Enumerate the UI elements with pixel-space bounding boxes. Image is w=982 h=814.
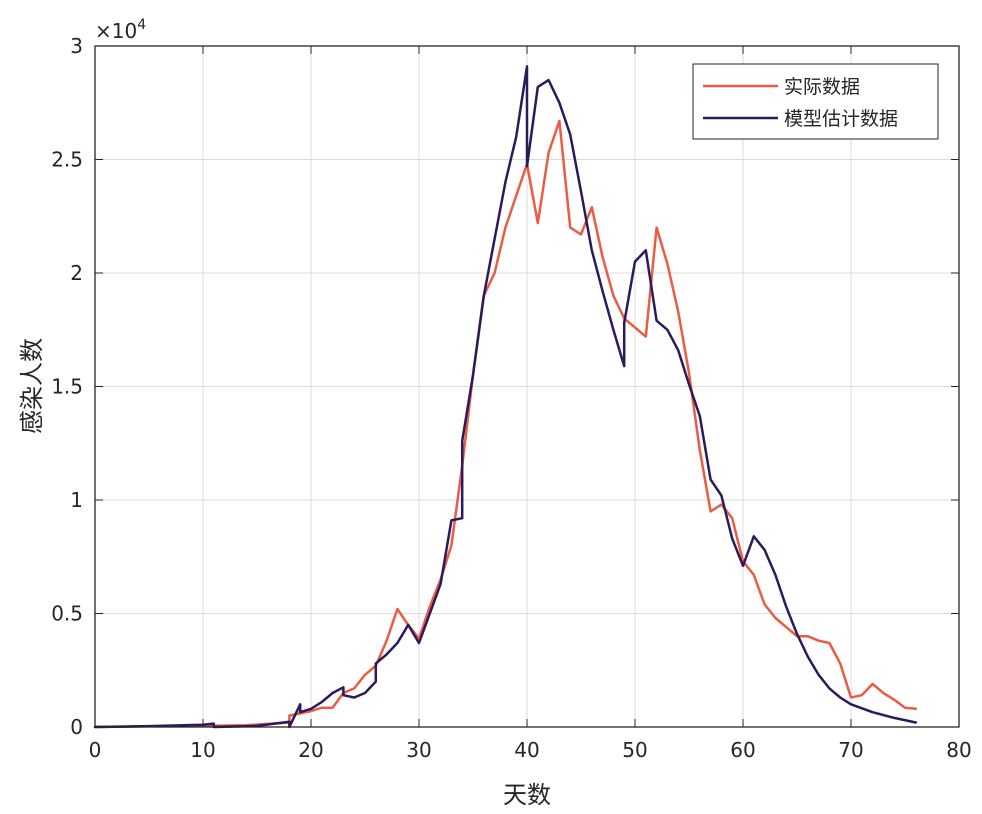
y-axis-title: 感染人数 <box>18 338 46 434</box>
x-tick-label: 70 <box>838 738 863 762</box>
x-tick-label: 50 <box>622 738 647 762</box>
series-line-model <box>93 65 918 729</box>
x-axis-title: 天数 <box>503 781 551 809</box>
x-tick-label: 30 <box>406 738 431 762</box>
y-tick-label: 0.5 <box>51 602 83 626</box>
y-exponent-base: ×10 <box>95 19 137 43</box>
series-layer <box>93 65 918 729</box>
y-tick-label: 3 <box>70 34 83 58</box>
legend: 实际数据 模型估计数据 <box>692 63 939 140</box>
y-tick-label: 1.5 <box>51 375 83 399</box>
legend-box <box>692 63 939 140</box>
grid <box>95 46 959 727</box>
series-line-actual <box>93 119 918 729</box>
axis-ticks: 0 10 20 30 40 50 60 70 80 0 0.5 1 1.5 2 2.5 3 <box>51 34 972 762</box>
x-tick-label: 20 <box>298 738 323 762</box>
y-tick-label: 1 <box>70 488 83 512</box>
y-tick-label: 0 <box>70 715 83 739</box>
legend-label-model: 模型估计数据 <box>784 108 898 130</box>
y-tick-label: 2 <box>70 261 83 285</box>
x-tick-label: 40 <box>514 738 539 762</box>
y-tick-label: 2.5 <box>51 148 83 172</box>
y-exponent-label: ×104 <box>95 17 146 43</box>
x-tick-label: 60 <box>730 738 755 762</box>
legend-label-actual: 实际数据 <box>784 76 860 98</box>
x-tick-label: 80 <box>946 738 971 762</box>
y-exponent-power: 4 <box>137 17 146 33</box>
x-tick-label: 0 <box>89 738 102 762</box>
x-tick-label: 10 <box>190 738 215 762</box>
